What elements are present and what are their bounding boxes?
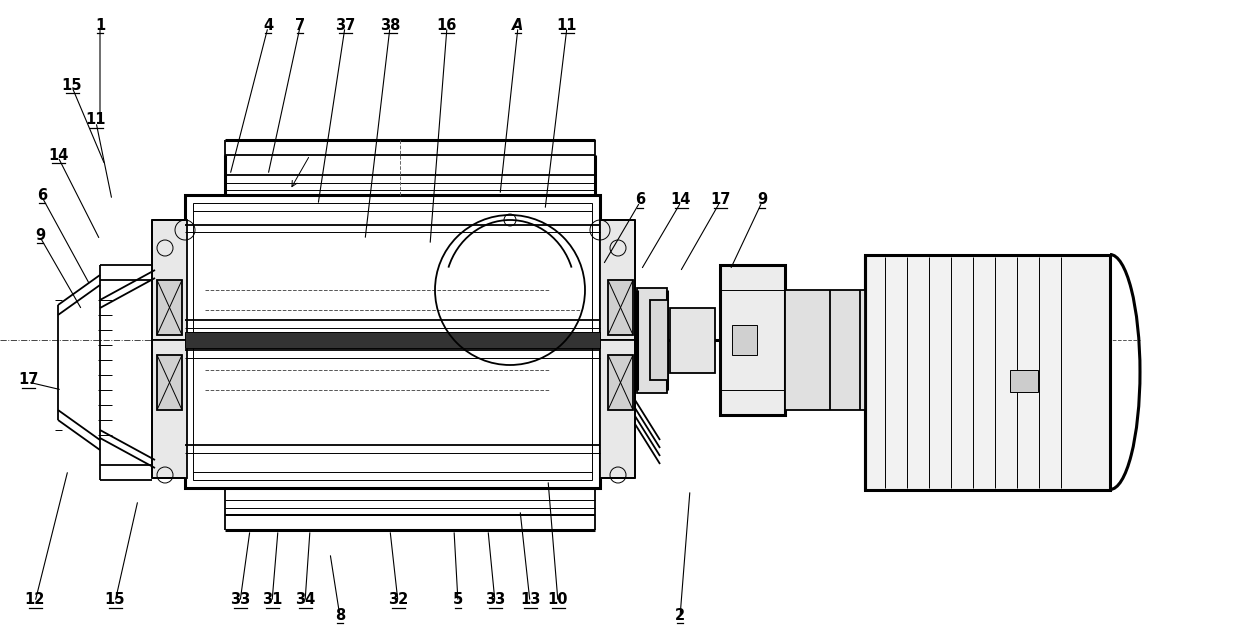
Text: 37: 37 bbox=[335, 18, 355, 33]
Bar bbox=[1011, 370, 1038, 392]
Text: 33: 33 bbox=[229, 593, 250, 608]
Text: 15: 15 bbox=[104, 593, 125, 608]
Bar bbox=[193, 203, 591, 340]
Bar bbox=[153, 220, 187, 340]
Text: 5: 5 bbox=[453, 593, 463, 608]
Bar bbox=[637, 288, 667, 393]
Text: 17: 17 bbox=[17, 372, 38, 387]
Text: 12: 12 bbox=[25, 593, 45, 608]
Bar bbox=[600, 340, 635, 478]
Bar bbox=[153, 340, 187, 478]
Text: 7: 7 bbox=[295, 18, 305, 33]
Bar bbox=[157, 355, 182, 410]
Text: 2: 2 bbox=[675, 608, 684, 623]
Bar bbox=[732, 325, 756, 355]
Text: 4: 4 bbox=[263, 18, 273, 33]
Text: 11: 11 bbox=[86, 112, 107, 127]
Text: 14: 14 bbox=[48, 148, 68, 163]
Bar bbox=[785, 290, 866, 410]
Bar bbox=[866, 255, 1110, 490]
Text: 10: 10 bbox=[548, 593, 568, 608]
Text: 34: 34 bbox=[295, 593, 315, 608]
Bar bbox=[193, 340, 591, 480]
Bar bbox=[185, 195, 600, 340]
Text: 31: 31 bbox=[262, 593, 283, 608]
Text: 16: 16 bbox=[436, 18, 458, 33]
Text: 33: 33 bbox=[485, 593, 505, 608]
Bar bbox=[608, 355, 632, 410]
Text: 13: 13 bbox=[520, 593, 541, 608]
Text: 6: 6 bbox=[37, 187, 47, 203]
Text: 9: 9 bbox=[35, 228, 45, 242]
Text: 17: 17 bbox=[709, 192, 730, 208]
Text: A: A bbox=[512, 18, 523, 33]
Text: 6: 6 bbox=[635, 192, 645, 208]
Text: 15: 15 bbox=[62, 78, 82, 93]
Bar bbox=[608, 280, 632, 335]
Bar bbox=[720, 265, 785, 415]
Text: 14: 14 bbox=[671, 192, 691, 208]
Text: 9: 9 bbox=[756, 192, 768, 208]
Bar bbox=[670, 308, 715, 373]
Text: 11: 11 bbox=[557, 18, 578, 33]
Text: 1: 1 bbox=[95, 18, 105, 33]
Text: 32: 32 bbox=[388, 593, 408, 608]
Text: 8: 8 bbox=[335, 608, 345, 623]
Bar bbox=[600, 220, 635, 340]
Bar bbox=[157, 280, 182, 335]
Bar bbox=[650, 300, 668, 380]
Text: 38: 38 bbox=[379, 18, 401, 33]
Bar bbox=[185, 332, 600, 348]
Bar bbox=[185, 340, 600, 488]
